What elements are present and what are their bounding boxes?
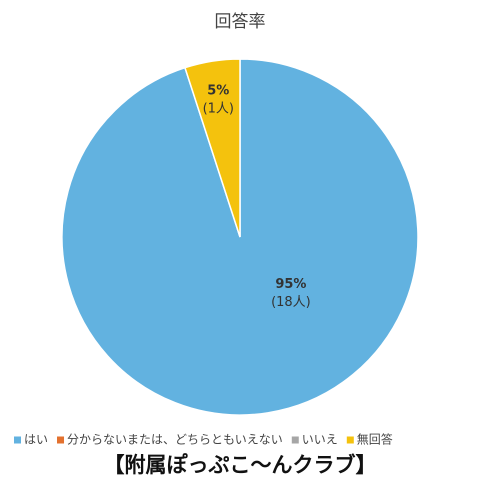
- legend-swatch: [346, 436, 354, 444]
- legend-swatch: [57, 436, 65, 444]
- chart-title: 回答率: [215, 12, 266, 32]
- legend-label: 無回答: [357, 432, 393, 447]
- data-label: 95%: [275, 277, 306, 292]
- legend-label: いいえ: [302, 433, 338, 447]
- count-label: (1人): [203, 101, 234, 116]
- legend-label: はい: [24, 433, 48, 447]
- count-label: (18人): [271, 295, 311, 310]
- pie-slice: [61, 58, 419, 416]
- legend-swatch: [291, 436, 299, 444]
- legend-swatch: [14, 436, 21, 444]
- legend-label: 分からないまたは、どちらともいえない: [67, 433, 283, 447]
- caption: 【附属ぽっぷこ～んクラブ】: [104, 453, 377, 477]
- pie-slice: [184, 58, 241, 238]
- data-label: 5%: [207, 83, 229, 98]
